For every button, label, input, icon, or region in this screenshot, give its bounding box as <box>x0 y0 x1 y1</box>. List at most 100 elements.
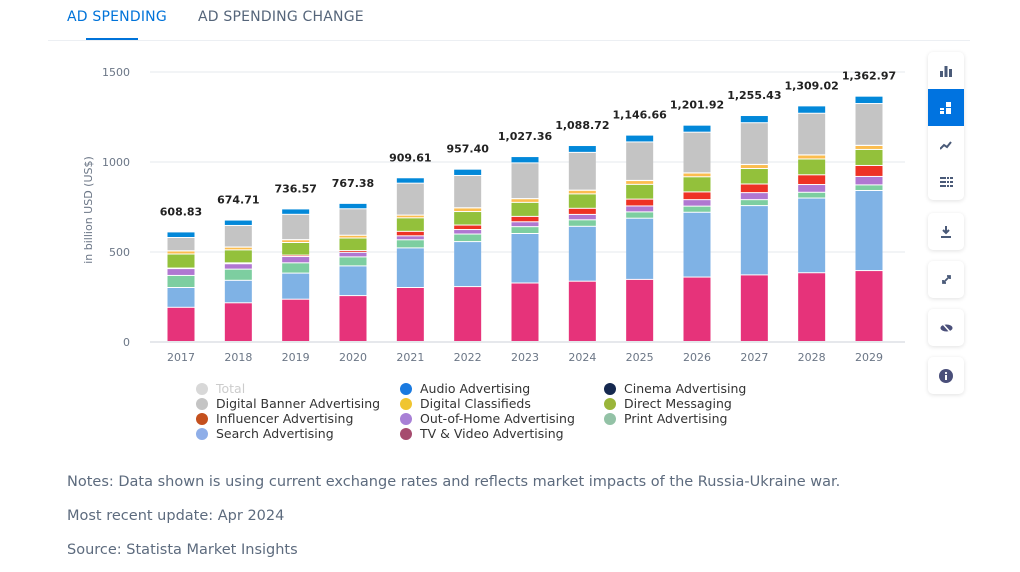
bar-segment-search-advertising <box>626 218 654 279</box>
bar-segment-out-of-home-advertising <box>282 257 310 263</box>
total-label: 1,088.72 <box>555 119 609 132</box>
bar-segment-search-advertising <box>511 234 539 283</box>
download-button[interactable] <box>928 213 964 250</box>
legend-label: Search Advertising <box>216 426 334 441</box>
bar-segment-audio-advertising <box>855 96 883 104</box>
x-tick-label: 2027 <box>740 351 768 364</box>
stacked-bar-chart: 0 500 1000 1500 in billion USD (US$) 608.83 20… <box>82 66 905 364</box>
tab-ad-spending-change[interactable]: AD SPENDING CHANGE <box>198 9 364 25</box>
bar-segment-digital-classifieds <box>511 199 539 202</box>
bar-segment-digital-banner-advertising <box>568 152 596 190</box>
bar-segment-influencer-advertising <box>339 251 367 252</box>
x-tick-label: 2023 <box>511 351 539 364</box>
bar-segment-search-advertising <box>339 266 367 296</box>
bar-segment-tv-video-advertising <box>167 307 195 341</box>
bar-segment-digital-banner-advertising <box>224 225 252 247</box>
bar-segment-audio-advertising <box>224 220 252 225</box>
bar-segment-out-of-home-advertising <box>224 264 252 269</box>
bar-segment-tv-video-advertising <box>454 287 482 341</box>
bar-segment-digital-classifieds <box>224 247 252 250</box>
bar-segment-search-advertising <box>740 206 768 275</box>
update-text: Most recent update: Apr 2024 <box>67 508 285 524</box>
bar-segment-digital-classifieds <box>282 240 310 242</box>
bar-segment-search-advertising <box>683 212 711 277</box>
info-icon <box>939 368 953 383</box>
bar-segment-search-advertising <box>224 280 252 303</box>
x-tick-label: 2029 <box>855 351 883 364</box>
bar-segment-print-advertising <box>454 234 482 242</box>
legend-item[interactable]: Out-of-Home Advertising <box>400 411 575 426</box>
active-tab-indicator <box>86 38 138 40</box>
legend-item[interactable]: Audio Advertising <box>400 381 530 396</box>
legend-marker <box>196 382 208 395</box>
bar-segment-digital-banner-advertising <box>511 163 539 199</box>
y-tick-label: 0 <box>123 336 130 349</box>
legend-item[interactable]: Cinema Advertising <box>604 381 746 396</box>
bar-segment-tv-video-advertising <box>683 277 711 341</box>
legend-marker <box>400 412 412 425</box>
bar-segment-digital-classifieds <box>626 181 654 184</box>
legend-label: Cinema Advertising <box>624 381 747 396</box>
bar-segment-search-advertising <box>282 273 310 299</box>
total-label: 767.38 <box>332 177 374 190</box>
bar-segment-tv-video-advertising <box>282 299 310 341</box>
bar-segment-audio-advertising <box>282 209 310 214</box>
bar-segment-out-of-home-advertising <box>683 200 711 206</box>
hide-button[interactable] <box>928 309 964 346</box>
total-label: 1,362.97 <box>842 70 896 83</box>
x-tick-label: 2026 <box>683 351 711 364</box>
bar-segment-direct-messaging <box>683 177 711 192</box>
bar-segment-influencer-advertising <box>626 199 654 206</box>
legend-item[interactable]: Influencer Advertising <box>196 411 353 426</box>
bar-segment-audio-advertising <box>683 125 711 132</box>
legend-marker <box>604 412 616 425</box>
bar-segment-search-advertising <box>454 242 482 287</box>
bar-segment-print-advertising <box>167 275 195 287</box>
bar-segment-digital-classifieds <box>798 155 826 159</box>
total-label: 1,027.36 <box>498 130 553 143</box>
expand-button[interactable] <box>928 261 964 298</box>
bar-segment-influencer-advertising <box>568 208 596 214</box>
hide-icon <box>940 322 952 333</box>
bar-segment-direct-messaging <box>798 159 826 175</box>
bar-segment-print-advertising <box>568 220 596 226</box>
legend-item[interactable]: TV & Video Advertising <box>400 426 564 441</box>
x-tick-label: 2028 <box>798 351 826 364</box>
table-icon <box>939 176 953 187</box>
bar-segment-print-advertising <box>511 227 539 233</box>
x-tick-label: 2021 <box>396 351 424 364</box>
legend-marker <box>400 382 412 395</box>
legend-item[interactable]: Direct Messaging <box>604 396 732 411</box>
info-button[interactable] <box>928 357 964 394</box>
legend-item[interactable]: Digital Classifieds <box>400 396 531 411</box>
trend-line-icon <box>940 140 952 150</box>
bar-segment-audio-advertising <box>511 157 539 163</box>
tab-ad-spending[interactable]: AD SPENDING <box>67 9 167 25</box>
legend-label: Digital Classifieds <box>420 396 531 411</box>
bar-segment-direct-messaging <box>740 169 768 184</box>
bar-segment-tv-video-advertising <box>740 275 768 341</box>
legend-item[interactable]: Print Advertising <box>604 411 727 426</box>
y-tick-label: 1500 <box>102 66 130 79</box>
legend-item[interactable]: Total <box>196 381 245 396</box>
legend-item[interactable]: Search Advertising <box>196 426 334 441</box>
legend-marker <box>196 397 208 410</box>
table-button[interactable] <box>928 163 964 200</box>
bar-segment-influencer-advertising <box>740 184 768 193</box>
bar-segment-influencer-advertising <box>511 216 539 222</box>
bar-segment-print-advertising <box>740 200 768 206</box>
legend-label: TV & Video Advertising <box>420 426 564 441</box>
legend-item[interactable]: Digital Banner Advertising <box>196 396 380 411</box>
x-tick-label: 2019 <box>282 351 310 364</box>
bar-segment-direct-messaging <box>339 238 367 251</box>
stacked-bar-button[interactable] <box>928 89 964 126</box>
trend-line-button[interactable] <box>928 126 964 163</box>
y-tick-label: 500 <box>109 246 130 259</box>
expand-icon <box>941 275 951 284</box>
bar-segment-search-advertising <box>396 248 424 287</box>
bar-segment-tv-video-advertising <box>224 303 252 341</box>
bar-segment-print-advertising <box>683 206 711 212</box>
legend-label: Digital Banner Advertising <box>216 396 381 411</box>
bar-segment-direct-messaging <box>626 184 654 199</box>
bar-chart-button[interactable] <box>928 52 964 89</box>
